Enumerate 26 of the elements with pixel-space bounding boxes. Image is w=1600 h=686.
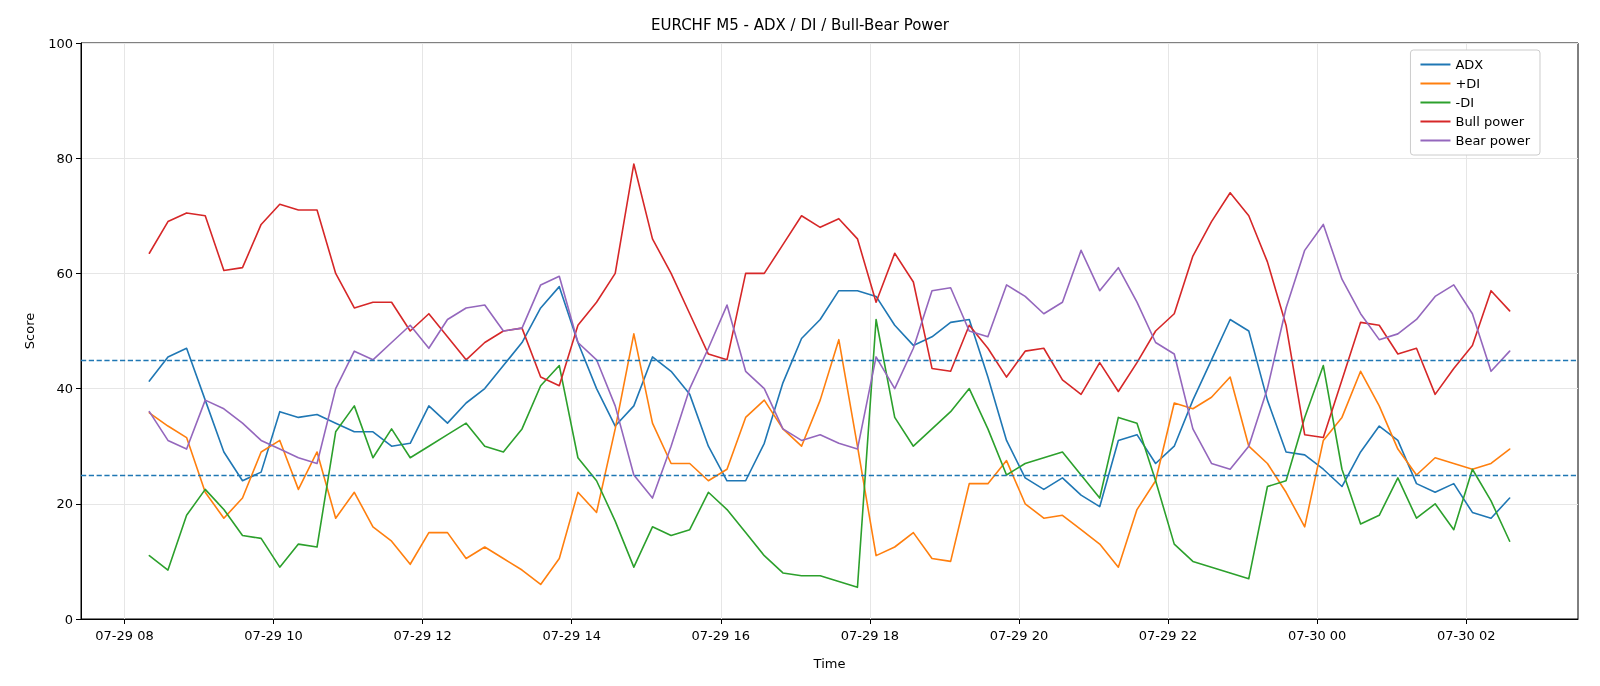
- y-axis-title: Score: [22, 312, 37, 350]
- legend-label: -DI: [1455, 95, 1475, 110]
- x-tick-label: 07-29 10: [244, 628, 303, 643]
- x-tick-label: 07-29 18: [840, 628, 900, 643]
- y-tick-label: 20: [56, 496, 73, 512]
- line-series: [148, 163, 1511, 439]
- x-tick-label: 07-30 02: [1436, 628, 1496, 643]
- x-tick-label: 07-29 20: [989, 628, 1049, 643]
- x-tick-label: 07-29 14: [542, 628, 601, 643]
- y-tick-label: 40: [56, 381, 73, 397]
- y-tick-label: 0: [64, 611, 73, 627]
- x-tick-label: 07-29 22: [1138, 628, 1198, 643]
- x-tick-label: 07-29 08: [95, 628, 154, 643]
- chart-title: EURCHF M5 - ADX / DI / Bull-Bear Power: [651, 15, 950, 34]
- x-tick-label: 07-29 16: [691, 628, 751, 643]
- y-tick-label: 100: [48, 35, 73, 51]
- legend-label: +DI: [1455, 76, 1481, 91]
- x-axis-title: Time: [812, 656, 846, 671]
- y-tick-label: 80: [56, 150, 73, 166]
- legend-label: Bull power: [1455, 114, 1525, 129]
- x-tick-label: 07-30 00: [1287, 628, 1347, 643]
- y-tick-label: 60: [56, 265, 73, 281]
- x-tick-label: 07-29 12: [393, 628, 452, 643]
- legend-label: ADX: [1455, 57, 1484, 72]
- legend-label: Bear power: [1455, 133, 1531, 148]
- line-series: [148, 223, 1511, 499]
